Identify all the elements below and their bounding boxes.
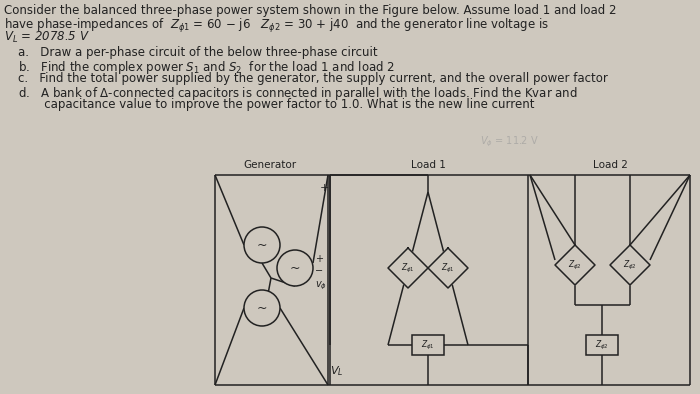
Text: $V_L$: $V_L$ — [330, 364, 344, 378]
Text: Load 2: Load 2 — [593, 160, 627, 170]
Text: d.   A bank of $\Delta$-connected capacitors is connected in parallel with the l: d. A bank of $\Delta$-connected capacito… — [18, 85, 578, 102]
Text: $V_L$ = 2078.5 V: $V_L$ = 2078.5 V — [4, 30, 90, 45]
Text: $v_\phi$: $v_\phi$ — [315, 280, 327, 292]
Bar — [586, 335, 618, 355]
Bar — [412, 335, 444, 355]
Text: $Z_{\phi 1}$: $Z_{\phi 1}$ — [401, 262, 415, 275]
Text: $V_\phi$ = 11.2 V: $V_\phi$ = 11.2 V — [480, 135, 539, 149]
Text: Consider the balanced three-phase power system shown in the Figure below. Assume: Consider the balanced three-phase power … — [4, 4, 617, 17]
Text: $Z_{\phi 2}$: $Z_{\phi 2}$ — [568, 258, 582, 271]
Text: ~: ~ — [257, 301, 267, 314]
Circle shape — [244, 227, 280, 263]
Text: $Z_{\phi 2}$: $Z_{\phi 2}$ — [595, 338, 609, 351]
Circle shape — [277, 250, 313, 286]
Polygon shape — [555, 245, 595, 285]
Text: a.   Draw a per-phase circuit of the below three-phase circuit: a. Draw a per-phase circuit of the below… — [18, 46, 377, 59]
Text: b.   Find the complex power $S_1$ and $S_2$  for the load 1 and load 2: b. Find the complex power $S_1$ and $S_2… — [18, 59, 395, 76]
Text: Load 1: Load 1 — [411, 160, 445, 170]
Text: Generator: Generator — [244, 160, 297, 170]
Text: c.   Find the total power supplied by the generator, the supply current, and the: c. Find the total power supplied by the … — [18, 72, 608, 85]
Text: −: − — [315, 266, 323, 276]
Text: have phase-impedances of  $Z_{\phi 1}$ = 60 − j6   $Z_{\phi 2}$ = 30 + j40  and : have phase-impedances of $Z_{\phi 1}$ = … — [4, 17, 549, 35]
Text: +: + — [315, 254, 323, 264]
Polygon shape — [610, 245, 650, 285]
Text: capacitance value to improve the power factor to 1.0. What is the new line curre: capacitance value to improve the power f… — [18, 98, 535, 111]
Text: $Z_{\phi 2}$: $Z_{\phi 2}$ — [623, 258, 637, 271]
Polygon shape — [428, 248, 468, 288]
Polygon shape — [388, 248, 428, 288]
Text: ~: ~ — [290, 262, 300, 275]
Text: +: + — [319, 183, 329, 193]
Text: $Z_{\phi 1}$: $Z_{\phi 1}$ — [421, 338, 435, 351]
Text: $Z_{\phi 1}$: $Z_{\phi 1}$ — [441, 262, 455, 275]
Text: ~: ~ — [257, 238, 267, 251]
Circle shape — [244, 290, 280, 326]
